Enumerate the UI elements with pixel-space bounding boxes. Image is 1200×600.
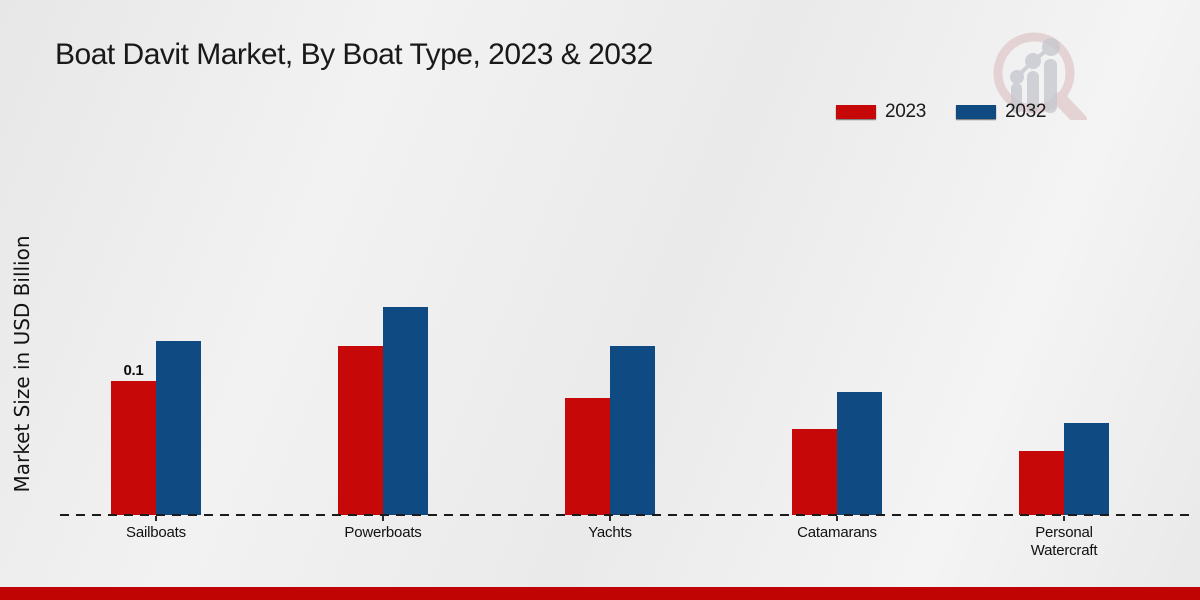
bar-2023-powerboats: [338, 346, 383, 515]
bar-2032-powerboats: [383, 307, 428, 515]
x-tick-powerboats: [382, 516, 384, 521]
bar-2023-personal-watercraft: [1019, 451, 1064, 515]
x-axis-baseline: [60, 514, 1192, 516]
legend-item-2032: 2032: [956, 101, 1046, 123]
x-tick-yachts: [609, 516, 611, 521]
legend-label-2032: 2032: [1005, 101, 1047, 122]
x-tick-catamarans: [836, 516, 838, 521]
bar-value-label-sailboats: 0.1: [123, 362, 144, 379]
bottom-accent-bar: [0, 587, 1200, 600]
category-label-personal-watercraft: Personal Watercraft: [1030, 524, 1098, 559]
legend-label-2023: 2023: [885, 101, 927, 122]
category-label-yachts: Yachts: [588, 524, 632, 541]
bar-2032-personal-watercraft: [1064, 423, 1109, 515]
bar-2023-sailboats: [111, 381, 156, 515]
bar-2023-yachts: [565, 398, 610, 515]
legend-swatch-2023: [836, 105, 876, 119]
category-label-sailboats: Sailboats: [126, 524, 186, 541]
magnifier-chart-icon: [993, 32, 1087, 127]
chart-title: Boat Davit Market, By Boat Type, 2023 & …: [55, 38, 653, 71]
legend-swatch-2032: [956, 105, 997, 119]
legend-item-2023: 2023: [836, 101, 926, 123]
legend: 2023 2032: [836, 101, 1046, 123]
market-research-logo: [993, 25, 1088, 127]
category-label-catamarans: Catamarans: [797, 524, 877, 541]
bar-2023-catamarans: [792, 429, 837, 515]
bar-2032-catamarans: [837, 392, 882, 515]
bar-2032-sailboats: [156, 341, 201, 515]
category-label-powerboats: Powerboats: [344, 524, 422, 541]
x-tick-sailboats: [155, 516, 157, 521]
bar-2032-yachts: [610, 346, 655, 515]
x-tick-personal-watercraft: [1063, 516, 1065, 521]
